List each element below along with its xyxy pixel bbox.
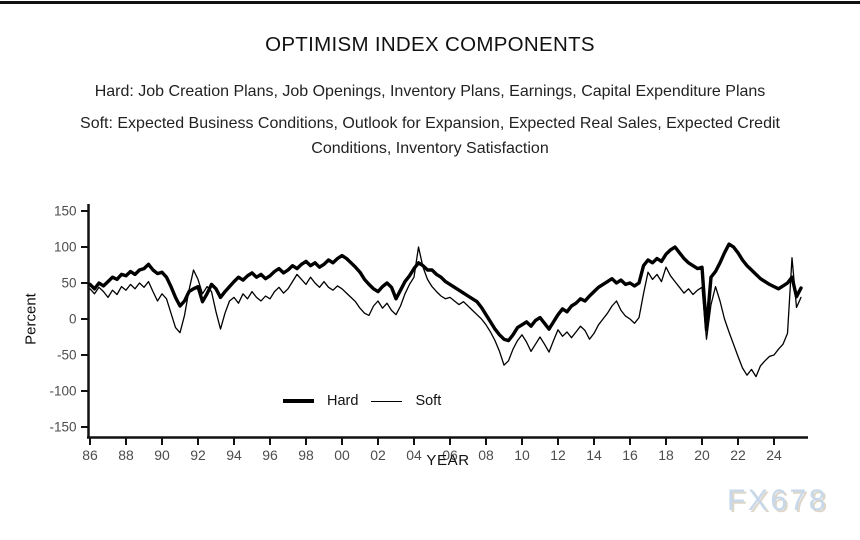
- svg-text:98: 98: [298, 447, 314, 463]
- fx678-watermark: FX678: [727, 484, 828, 517]
- svg-text:08: 08: [478, 447, 494, 463]
- svg-text:0: 0: [69, 312, 77, 327]
- subtitle-soft-text: Soft: Expected Business Conditions, Outl…: [80, 115, 780, 157]
- svg-text:02: 02: [370, 447, 386, 463]
- svg-text:-50: -50: [57, 348, 77, 363]
- svg-text:10: 10: [514, 447, 530, 463]
- page-title: OPTIMISM INDEX COMPONENTS: [265, 33, 595, 56]
- x-axis-title: YEAR: [426, 452, 470, 469]
- svg-text:16: 16: [622, 447, 638, 463]
- svg-text:-100: -100: [49, 384, 76, 399]
- svg-text:18: 18: [658, 447, 674, 463]
- svg-text:100: 100: [54, 240, 77, 255]
- svg-text:20: 20: [694, 447, 710, 463]
- svg-text:88: 88: [118, 447, 134, 463]
- legend-soft-label: Soft: [415, 393, 442, 409]
- svg-text:-150: -150: [49, 420, 76, 435]
- svg-text:94: 94: [226, 447, 242, 463]
- svg-text:86: 86: [82, 447, 98, 463]
- svg-text:00: 00: [334, 447, 350, 463]
- svg-text:24: 24: [766, 447, 782, 463]
- top-rule: [0, 1, 860, 4]
- hard-series-line: [88, 242, 803, 343]
- svg-text:06: 06: [442, 447, 458, 463]
- subtitle-hard-components: Hard: Job Creation Plans, Job Openings, …: [0, 80, 860, 105]
- svg-text:92: 92: [190, 447, 206, 463]
- svg-text:150: 150: [54, 204, 77, 219]
- legend-soft-line-swatch: [371, 400, 403, 402]
- soft-series-line: [89, 246, 802, 378]
- svg-text:22: 22: [730, 447, 746, 463]
- svg-text:12: 12: [550, 447, 566, 463]
- subtitle-hard-text: Hard: Job Creation Plans, Job Openings, …: [94, 83, 766, 100]
- svg-text:96: 96: [262, 447, 278, 463]
- svg-text:50: 50: [61, 276, 76, 291]
- svg-text:14: 14: [586, 447, 602, 463]
- svg-text:04: 04: [406, 447, 422, 463]
- legend-hard-label: Hard: [327, 393, 359, 409]
- chart-legend: Hard Soft: [283, 393, 441, 409]
- subtitle-soft-components: Soft: Expected Business Conditions, Outl…: [0, 112, 860, 162]
- y-axis-title: Percent: [22, 293, 40, 345]
- svg-text:90: 90: [154, 447, 170, 463]
- legend-hard-line-swatch: [283, 399, 314, 403]
